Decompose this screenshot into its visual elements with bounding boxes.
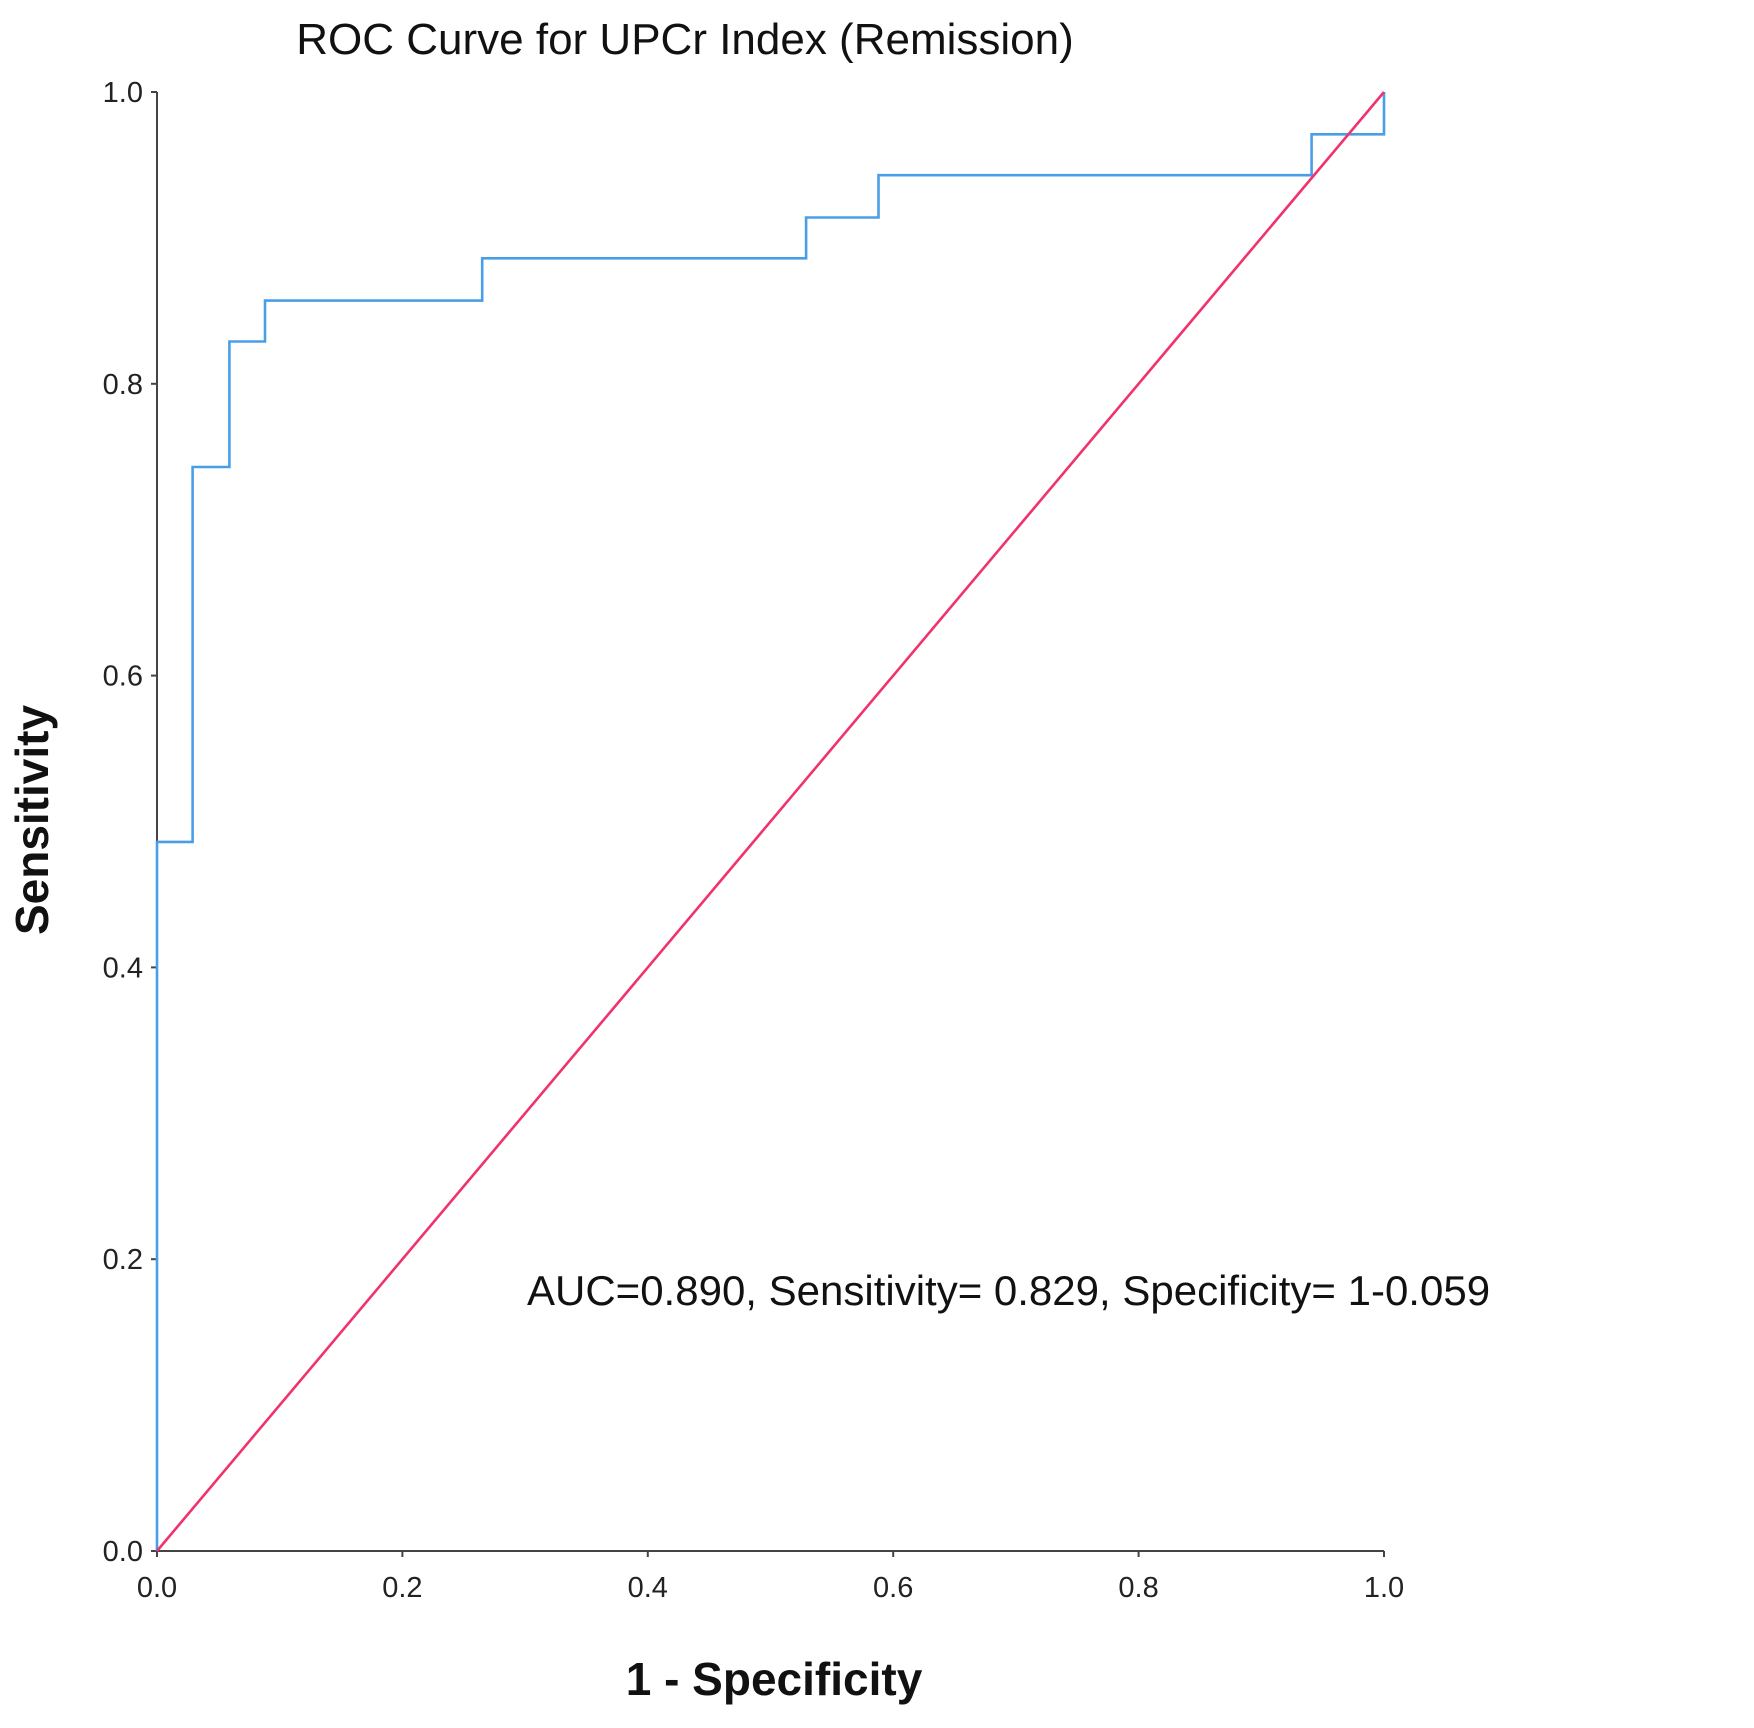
auc-annotation: AUC=0.890, Sensitivity= 0.829, Specifici… — [527, 1267, 1490, 1314]
x-tick-label: 0.8 — [1118, 1572, 1158, 1604]
y-tick-label: 1.0 — [103, 77, 143, 109]
x-tick-label: 0.2 — [382, 1572, 422, 1604]
x-tick-label: 1.0 — [1364, 1572, 1404, 1604]
y-tick-label: 0.8 — [103, 369, 143, 401]
x-axis-ticks: 0.0 0.2 0.4 0.6 0.8 1.0 — [137, 1551, 1404, 1604]
y-tick-label: 0.6 — [103, 661, 143, 693]
x-tick-label: 0.4 — [628, 1572, 668, 1604]
chart-title: ROC Curve for UPCr Index (Remission) — [296, 15, 1074, 64]
y-tick-label: 0.0 — [103, 1536, 143, 1568]
x-tick-label: 0.0 — [137, 1572, 177, 1604]
y-axis-ticks: 0.0 0.2 0.4 0.6 0.8 1.0 — [103, 77, 157, 1568]
y-axis-label: Sensitivity — [6, 705, 58, 936]
series-layer — [155, 91, 1386, 1552]
reference-line-series-line — [156, 91, 1385, 1552]
y-tick-label: 0.4 — [103, 952, 143, 984]
x-axis-label: 1 - Specificity — [626, 1653, 923, 1705]
x-tick-label: 0.6 — [873, 1572, 913, 1604]
y-tick-label: 0.2 — [103, 1244, 143, 1276]
upcr-index-series-line — [155, 92, 1386, 1551]
